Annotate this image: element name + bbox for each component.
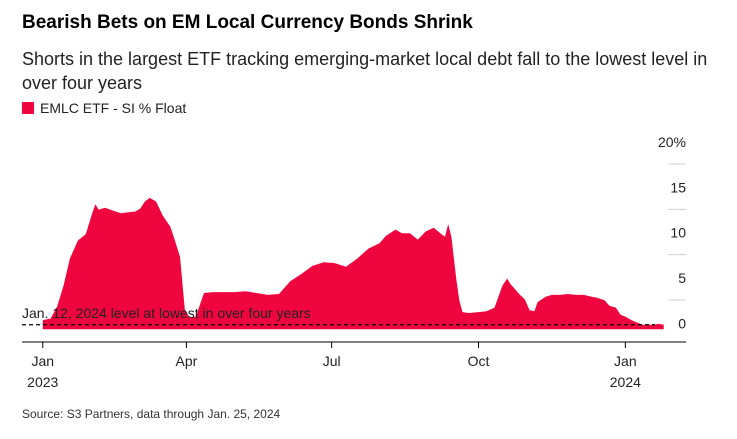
- legend-swatch: [22, 102, 34, 114]
- x-tick-label: Apr: [176, 353, 198, 369]
- gridlines: [668, 163, 686, 301]
- legend-label: EMLC ETF - SI % Float: [40, 100, 187, 116]
- series-area: [42, 197, 664, 330]
- y-tick-label: 20%: [658, 134, 686, 150]
- chart-title: Bearish Bets on EM Local Currency Bonds …: [22, 12, 473, 33]
- series-layer: [42, 197, 664, 330]
- x-tick-label: Jul: [323, 353, 341, 369]
- axes: 0 5 10 15 20% Jan 2023 Apr Jul Oct Jan 2024: [22, 134, 686, 390]
- source-note: Source: S3 Partners, data through Jan. 2…: [22, 407, 281, 421]
- y-tick-label: 5: [678, 270, 686, 286]
- x-tick-year-label: 2024: [610, 374, 641, 390]
- y-tick-label: 15: [670, 179, 686, 195]
- x-tick-year-label: 2023: [27, 374, 58, 390]
- legend: EMLC ETF - SI % Float: [22, 100, 186, 116]
- annotation-text: Jan. 12, 2024 level at lowest in over fo…: [22, 305, 311, 321]
- x-tick-label: Jan: [31, 353, 54, 369]
- y-tick-label: 10: [670, 225, 686, 241]
- x-tick-label: Oct: [468, 353, 490, 369]
- x-tick-label: Jan: [614, 353, 637, 369]
- chart-subtitle: Shorts in the largest ETF tracking emerg…: [22, 49, 708, 93]
- y-tick-label: 0: [678, 315, 686, 331]
- annotations: Jan. 12, 2024 level at lowest in over fo…: [22, 305, 655, 326]
